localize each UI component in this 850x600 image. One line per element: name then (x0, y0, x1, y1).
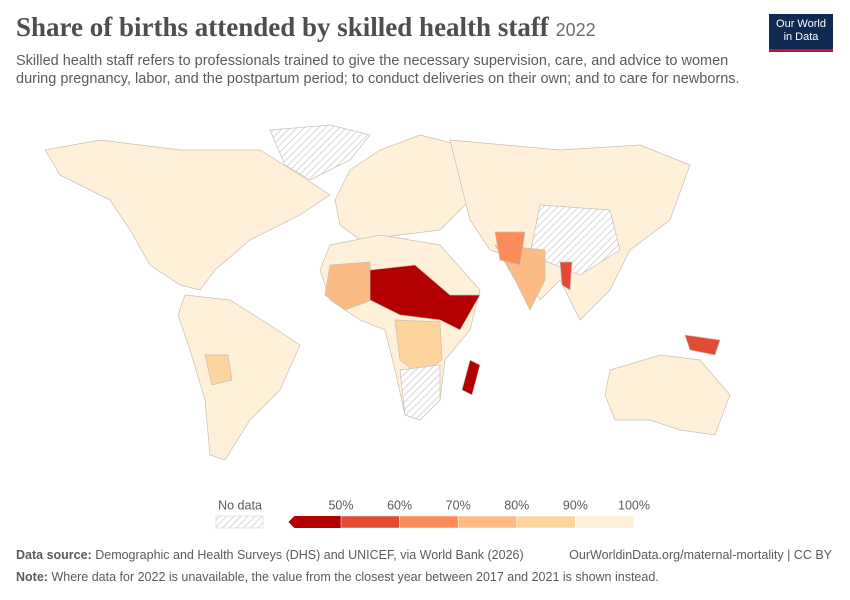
bolivia[interactable] (204, 354, 233, 386)
logo-line: Our World (776, 18, 826, 30)
papua-new-guinea[interactable] (684, 334, 721, 356)
sahel[interactable] (369, 264, 481, 331)
legend-swatch[interactable] (288, 516, 341, 528)
url[interactable]: OurWorldinData.org/maternal-mortality | … (569, 548, 832, 562)
north-america[interactable] (44, 139, 331, 291)
australia[interactable] (604, 354, 731, 436)
legend-swatch (340, 515, 400, 529)
title-text: Share of births attended by skilled heal… (16, 12, 549, 42)
southern-africa[interactable] (399, 364, 441, 421)
logo-line: in Data (783, 31, 819, 43)
subtitle: Skilled health staff refers to professio… (16, 53, 740, 87)
greenland[interactable] (269, 124, 371, 181)
china[interactable] (529, 204, 621, 276)
legend-tick-label: 80% (504, 498, 529, 512)
legend-swatch (399, 515, 459, 529)
title: Share of births attended by skilled heal… (16, 12, 756, 43)
no-data-swatch (215, 515, 264, 529)
source-label: Data source: (16, 548, 92, 562)
madagascar[interactable] (461, 359, 481, 396)
legend-tick-label: 90% (563, 498, 588, 512)
note-label: Note: (16, 570, 48, 584)
source-text: Demographic and Health Surveys (DHS) and… (95, 548, 524, 562)
logo[interactable]: Our World in Data (769, 14, 833, 52)
myanmar[interactable] (559, 261, 573, 291)
west-africa[interactable] (324, 261, 373, 311)
legend-swatch (575, 515, 635, 529)
legend-swatch (516, 515, 576, 529)
legend-swatch (457, 515, 518, 529)
no-data-label: No data (218, 498, 262, 512)
legend-tick-label: 100% (618, 498, 650, 512)
south-america[interactable] (177, 294, 301, 461)
note-text: Where data for 2022 is unavailable, the … (51, 570, 659, 584)
legend: 50% 60% 70% 80% 90% 100% (288, 498, 650, 529)
year: 2022 (555, 20, 596, 40)
countries (44, 124, 731, 461)
note: Note: Where data for 2022 is unavailable… (16, 570, 659, 584)
legend-tick-label: 60% (387, 498, 412, 512)
legend-tick-label: 50% (328, 498, 353, 512)
source: Data source: Demographic and Health Surv… (16, 548, 524, 562)
legend-tick-label: 70% (446, 498, 471, 512)
afghanistan-pakistan[interactable] (494, 231, 526, 266)
